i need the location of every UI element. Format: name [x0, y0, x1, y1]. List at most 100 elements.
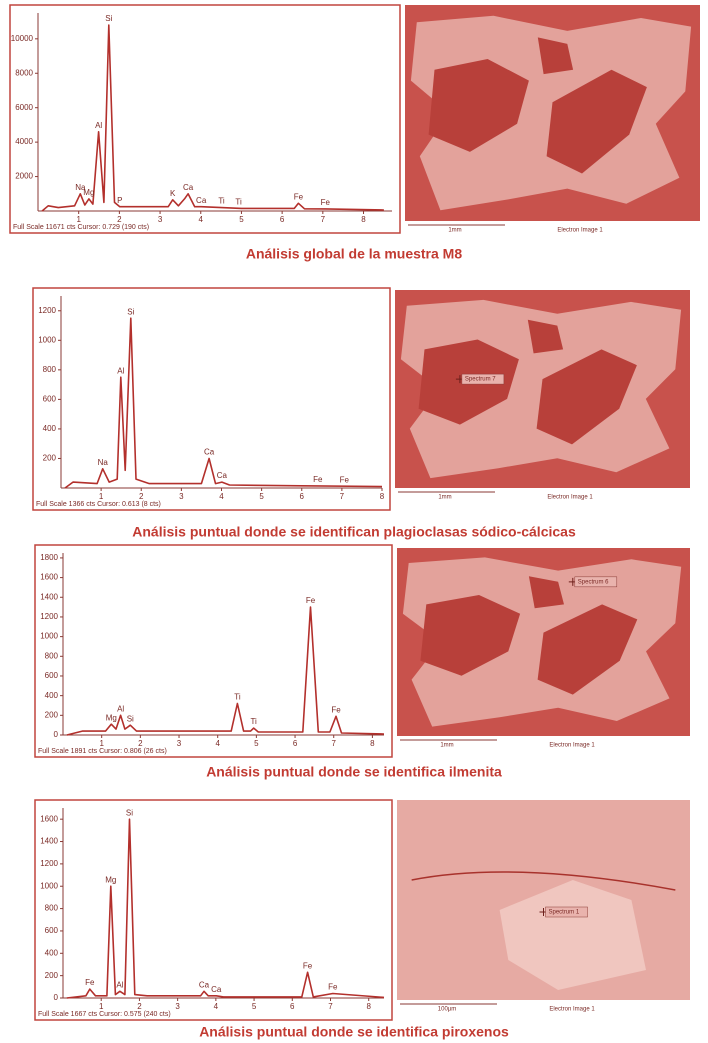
scale-label: 1mm: [448, 228, 461, 234]
chart-frame: [32, 287, 391, 511]
scale-label: 1mm: [440, 743, 453, 749]
sem-grain: [537, 37, 574, 75]
x-tick-label: 1: [76, 215, 81, 224]
peak-label: Si: [127, 307, 134, 316]
peak-label: Mg: [106, 713, 117, 722]
x-tick-label: 5: [259, 492, 264, 501]
x-tick-label: 2: [138, 739, 143, 748]
peak-label: Ti: [250, 717, 257, 726]
x-tick-label: 8: [361, 215, 366, 224]
chart-frame: [34, 799, 393, 1021]
sem-grain: [528, 576, 564, 609]
x-tick-label: 8: [366, 1002, 371, 1011]
image-label: Electron Image 1: [549, 743, 595, 749]
spectrum-line: [66, 606, 385, 736]
scale-label: 100µm: [438, 1007, 456, 1013]
peak-label: Si: [126, 808, 133, 817]
image-label: Electron Image 1: [549, 1007, 595, 1013]
peak-label: Fe: [328, 983, 338, 992]
y-tick-label: 1200: [40, 859, 58, 868]
x-tick-label: 1: [99, 1002, 104, 1011]
y-tick-label: 10000: [11, 34, 34, 43]
y-tick-label: 200: [45, 971, 59, 980]
image-label: Electron Image 1: [557, 228, 603, 234]
y-tick-label: 600: [45, 671, 59, 680]
spectrum-label: Spectrum 7: [465, 377, 496, 383]
x-tick-label: 2: [139, 492, 144, 501]
sem-grain: [499, 880, 646, 990]
spectrum-line: [64, 317, 383, 489]
y-tick-label: 6000: [15, 103, 33, 112]
caption: Análisis puntual donde se identifica pir…: [199, 1024, 509, 1040]
spectrum-footer: Full Scale 1891 cts Cursor: 0.806 (26 ct…: [38, 748, 167, 755]
x-tick-label: 7: [340, 492, 345, 501]
chart-frame: [9, 4, 401, 234]
sem-crack: [411, 871, 676, 891]
x-tick-label: 6: [290, 1002, 295, 1011]
peak-label: Fe: [340, 475, 350, 484]
peak-label: Ca: [211, 985, 222, 994]
y-tick-label: 400: [43, 424, 57, 433]
x-tick-label: 8: [380, 492, 385, 501]
x-tick-label: 5: [239, 215, 244, 224]
x-tick-label: 6: [300, 492, 305, 501]
x-tick-label: 4: [214, 1002, 219, 1011]
peak-label: Si: [127, 714, 134, 723]
peak-label: Ca: [199, 980, 210, 989]
y-tick-label: 600: [43, 394, 57, 403]
peak-label: Fe: [313, 475, 323, 484]
peak-label: Fe: [303, 961, 313, 970]
sem-grain: [536, 349, 637, 445]
peak-label: Fe: [85, 978, 95, 987]
peak-label: Al: [95, 121, 102, 130]
spectrum-label-box: [545, 906, 588, 918]
y-tick-label: 0: [54, 993, 59, 1002]
y-tick-label: 0: [54, 730, 59, 739]
y-tick-label: 1400: [40, 592, 58, 601]
y-tick-label: 800: [45, 651, 59, 660]
spectrum-label-box: [461, 373, 505, 385]
x-tick-label: 7: [331, 739, 336, 748]
chart-frame: [34, 544, 393, 758]
y-tick-label: 400: [45, 691, 59, 700]
y-tick-label: 600: [45, 926, 59, 935]
spectrum-label: Spectrum 6: [578, 579, 609, 585]
peak-label: Al: [116, 980, 123, 989]
y-tick-label: 1600: [40, 814, 58, 823]
x-tick-label: 1: [99, 492, 104, 501]
x-tick-label: 6: [280, 215, 285, 224]
y-tick-label: 200: [43, 454, 57, 463]
peak-label: P: [117, 196, 122, 205]
y-tick-label: 1000: [40, 881, 58, 890]
x-tick-label: 8: [370, 739, 375, 748]
peak-label: Al: [117, 704, 124, 713]
peak-label: Ti: [234, 693, 241, 702]
y-tick-label: 2000: [15, 172, 33, 181]
caption: Análisis puntual donde se identifican pl…: [132, 524, 576, 540]
caption: Análisis global de la muestra M8: [246, 246, 463, 262]
peak-label: Ca: [183, 183, 194, 192]
peak-label: Fe: [321, 198, 331, 207]
peak-label: Fe: [331, 705, 341, 714]
y-tick-label: 800: [45, 904, 59, 913]
peak-label: Na: [75, 183, 86, 192]
peak-label: Mg: [83, 188, 94, 197]
x-tick-label: 1: [99, 739, 104, 748]
spectrum-footer: Full Scale 1667 cts Cursor: 0.575 (240 c…: [38, 1011, 171, 1018]
spectrum-line: [66, 818, 385, 999]
peak-label: Ca: [204, 448, 215, 457]
peak-label: K: [170, 189, 176, 198]
x-tick-label: 3: [158, 215, 163, 224]
peak-label: Fe: [306, 596, 316, 605]
x-tick-label: 6: [293, 739, 298, 748]
y-tick-label: 1000: [38, 335, 56, 344]
x-tick-label: 7: [321, 215, 326, 224]
x-tick-label: 3: [175, 1002, 180, 1011]
sem-grain: [546, 69, 647, 174]
sem-image: [397, 800, 690, 1000]
x-tick-label: 5: [252, 1002, 257, 1011]
y-tick-label: 1600: [40, 573, 58, 582]
sem-image: [405, 5, 700, 221]
peak-label: Mg: [105, 875, 116, 884]
x-tick-label: 4: [215, 739, 220, 748]
